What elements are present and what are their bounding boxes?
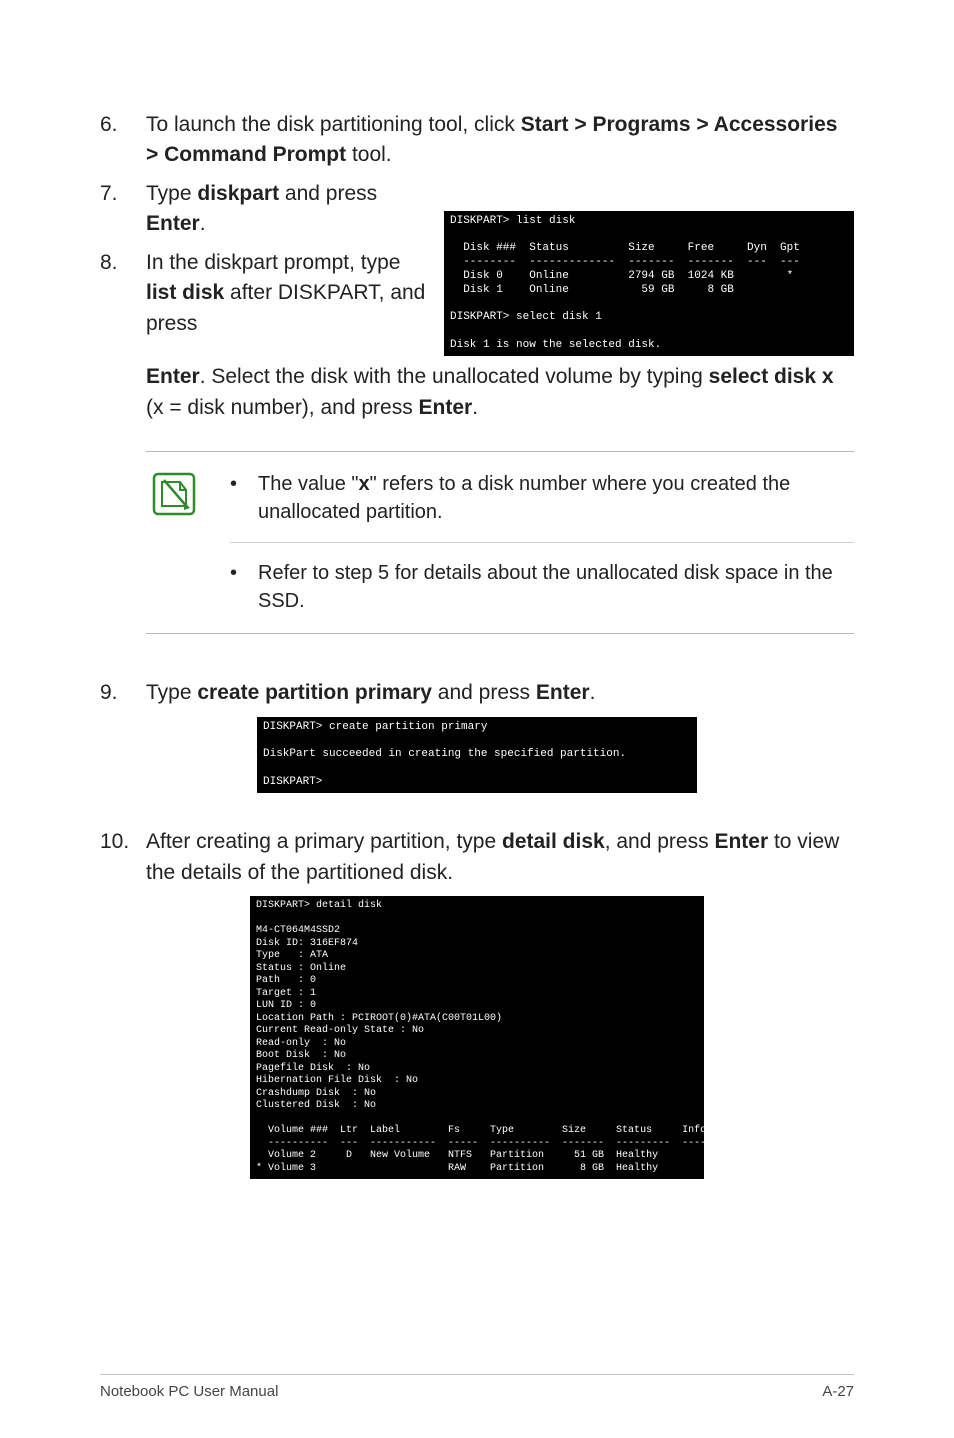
step-10-text-b: , and press (605, 830, 715, 853)
step-7-number: 7. (100, 179, 146, 240)
step-8-bold-a: list disk (146, 281, 224, 304)
note-list: • The value "x" refers to a disk number … (230, 470, 854, 615)
step-8-bold-b: Enter (146, 365, 200, 388)
col-right-7-8: DISKPART> list disk Disk ### Status Size… (444, 179, 854, 357)
step-7-bold-a: diskpart (197, 182, 279, 205)
step-7-bold-b: Enter (146, 212, 200, 235)
step-8-body-top: In the diskpart prompt, type list disk a… (146, 248, 430, 339)
step-8-top: 8. In the diskpart prompt, type list dis… (100, 248, 430, 339)
step-8-bold-d: Enter (419, 396, 473, 419)
step-8-text-a: In the diskpart prompt, type (146, 251, 400, 274)
row-steps-7-8: 7. Type diskpart and press Enter. 8. In … (100, 179, 854, 357)
note-2-text: Refer to step 5 for details about the un… (258, 559, 854, 615)
page-footer: Notebook PC User Manual A-27 (100, 1374, 854, 1400)
note-1-bold: x (359, 473, 370, 495)
note-item-2: • Refer to step 5 for details about the … (230, 559, 854, 615)
note-inner-divider (230, 542, 854, 543)
step-6-body: To launch the disk partitioning tool, cl… (146, 110, 854, 171)
step-8-bold-c: select disk x (709, 365, 834, 388)
step-10-bold-b: Enter (714, 830, 768, 853)
step-8-text-e: . (472, 396, 478, 419)
terminal-list-disk: DISKPART> list disk Disk ### Status Size… (444, 211, 854, 357)
step-10-body: After creating a primary partition, type… (146, 827, 854, 888)
footer-right: A-27 (822, 1383, 854, 1400)
step-7-text-a: Type (146, 182, 197, 205)
step-7-text-b: and press (279, 182, 377, 205)
terminal-10-wrap: DISKPART> detail disk M4-CT064M4SSD2 Dis… (100, 896, 854, 1179)
bullet-1: • (230, 470, 258, 526)
step-6-number: 6. (100, 110, 146, 171)
step-8-text-c: . Select the disk with the unallocated v… (200, 365, 709, 388)
step-10-bold-a: detail disk (502, 830, 605, 853)
step-9-text-b: and press (432, 681, 536, 704)
step-9-body: Type create partition primary and press … (146, 678, 854, 708)
step-9-text-a: Type (146, 681, 197, 704)
step-6: 6. To launch the disk partitioning tool,… (100, 110, 854, 171)
step-9: 9. Type create partition primary and pre… (100, 678, 854, 708)
step-9-number: 9. (100, 678, 146, 708)
note-1-a: The value " (258, 473, 359, 495)
terminal-9-wrap: DISKPART> create partition primary DiskP… (100, 717, 854, 794)
step-7: 7. Type diskpart and press Enter. (100, 179, 430, 240)
step-7-body: Type diskpart and press Enter. (146, 179, 430, 240)
step-8-text-d: (x = disk number), and press (146, 396, 419, 419)
col-left-7-8: 7. Type diskpart and press Enter. 8. In … (100, 179, 430, 357)
step-10-text-a: After creating a primary partition, type (146, 830, 502, 853)
terminal-create-partition: DISKPART> create partition primary DiskP… (257, 717, 697, 794)
step-9-text-c: . (590, 681, 596, 704)
note-icon-wrap (146, 470, 202, 615)
note-block: • The value "x" refers to a disk number … (146, 451, 854, 634)
step-10-number: 10. (100, 827, 146, 888)
step-9-bold-b: Enter (536, 681, 590, 704)
step-8-continuation: Enter. Select the disk with the unalloca… (146, 362, 854, 423)
step-7-text-c: . (200, 212, 206, 235)
note-1-text: The value "x" refers to a disk number wh… (258, 470, 854, 526)
step-9-bold-a: create partition primary (197, 681, 432, 704)
page-container: 6. To launch the disk partitioning tool,… (0, 0, 954, 1438)
footer-left: Notebook PC User Manual (100, 1383, 278, 1400)
step-10: 10. After creating a primary partition, … (100, 827, 854, 888)
note-item-1: • The value "x" refers to a disk number … (230, 470, 854, 526)
bullet-2: • (230, 559, 258, 615)
note-icon (150, 470, 198, 518)
terminal-detail-disk: DISKPART> detail disk M4-CT064M4SSD2 Dis… (250, 896, 704, 1179)
step-6-text-a: To launch the disk partitioning tool, cl… (146, 113, 521, 136)
step-6-text-b: tool. (346, 143, 392, 166)
step-8-number: 8. (100, 248, 146, 339)
